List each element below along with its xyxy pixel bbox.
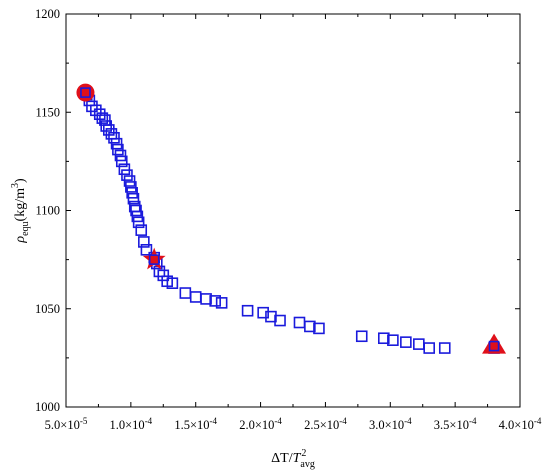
data-point-square bbox=[127, 192, 140, 205]
data-point-square bbox=[377, 332, 390, 345]
data-point-square bbox=[138, 236, 150, 248]
data-point-square bbox=[413, 338, 425, 350]
data-point-square bbox=[86, 100, 98, 113]
data-point-square bbox=[257, 306, 269, 319]
x-label-delta: ΔT bbox=[271, 451, 289, 466]
data-point-square bbox=[131, 210, 144, 223]
data-point-square bbox=[274, 314, 286, 327]
data-point-square bbox=[80, 87, 91, 98]
data-point-square bbox=[108, 131, 120, 144]
y-tick-label: 1050 bbox=[35, 302, 60, 316]
data-point-square bbox=[293, 316, 306, 329]
y-tick-labels: 1000 1050 1100 1150 1200 bbox=[35, 7, 60, 414]
data-point-square bbox=[115, 155, 128, 168]
data-point-square bbox=[148, 254, 160, 265]
x-label-sub: avg bbox=[300, 459, 314, 470]
x-label-sup: 2 bbox=[301, 448, 306, 459]
x-tick-label: 2.0×10-4 bbox=[239, 416, 282, 432]
data-point-square bbox=[355, 330, 368, 343]
data-point-square bbox=[121, 169, 133, 181]
data-point-square bbox=[189, 291, 202, 303]
data-point-square bbox=[488, 340, 500, 352]
x-tick-label: 3.0×10-4 bbox=[369, 416, 412, 432]
data-point-square bbox=[125, 181, 137, 193]
x-tick-label: 3.5×10-4 bbox=[434, 416, 477, 432]
x-tick-label: 4.0×10-4 bbox=[499, 416, 542, 432]
y-tick-label: 1000 bbox=[35, 400, 60, 414]
data-point-square bbox=[400, 336, 412, 348]
data-point-square bbox=[118, 163, 131, 176]
data-point-square bbox=[215, 297, 228, 309]
data-point-square bbox=[166, 277, 179, 290]
data-point-square bbox=[135, 224, 148, 236]
data-point-square bbox=[114, 149, 127, 162]
y-tick-label: 1150 bbox=[35, 105, 60, 119]
x-tick-label: 1.5×10-4 bbox=[174, 416, 217, 432]
data-point-square bbox=[313, 322, 325, 335]
y-tick-label: 1200 bbox=[35, 7, 60, 21]
data-point-square bbox=[90, 104, 102, 117]
y-axis-label: ρequ(kg/m3) bbox=[10, 178, 31, 244]
highlight-star bbox=[142, 247, 166, 270]
data-point-square bbox=[130, 204, 142, 217]
highlight-triangle bbox=[482, 333, 507, 354]
data-point-square bbox=[112, 143, 124, 156]
data-point-square bbox=[96, 112, 109, 124]
x-axis-label: ΔT/T2 avg bbox=[271, 448, 315, 470]
highlight-circle bbox=[76, 83, 95, 102]
axis-ticks bbox=[65, 13, 521, 408]
x-tick-label: 2.5×10-4 bbox=[304, 416, 347, 432]
data-point-square bbox=[423, 342, 436, 354]
y-tick-label: 1100 bbox=[35, 204, 60, 218]
x-tick-label: 5.0×10-5 bbox=[45, 416, 88, 432]
x-tick-label: 1.0×10-4 bbox=[110, 416, 153, 432]
plot-frame bbox=[65, 13, 521, 408]
data-point-square bbox=[304, 320, 316, 333]
data-point-square bbox=[126, 187, 138, 199]
data-point-square bbox=[265, 310, 277, 323]
data-point-square bbox=[140, 244, 153, 256]
data-point-square bbox=[241, 304, 254, 317]
data-point-square bbox=[209, 295, 221, 307]
data-point-square bbox=[110, 137, 123, 150]
data-point-square bbox=[387, 334, 399, 346]
x-tick-labels: 5.0×10-5 1.0×10-4 1.5×10-4 2.0×10-4 2.5×10-4… bbox=[45, 416, 542, 432]
data-point-square bbox=[123, 175, 136, 187]
data-point-square bbox=[179, 287, 192, 299]
data-markers bbox=[76, 83, 507, 354]
data-point-square bbox=[132, 216, 145, 229]
data-point-square bbox=[200, 293, 212, 305]
data-point-square bbox=[438, 342, 451, 354]
data-point-square bbox=[157, 269, 170, 282]
